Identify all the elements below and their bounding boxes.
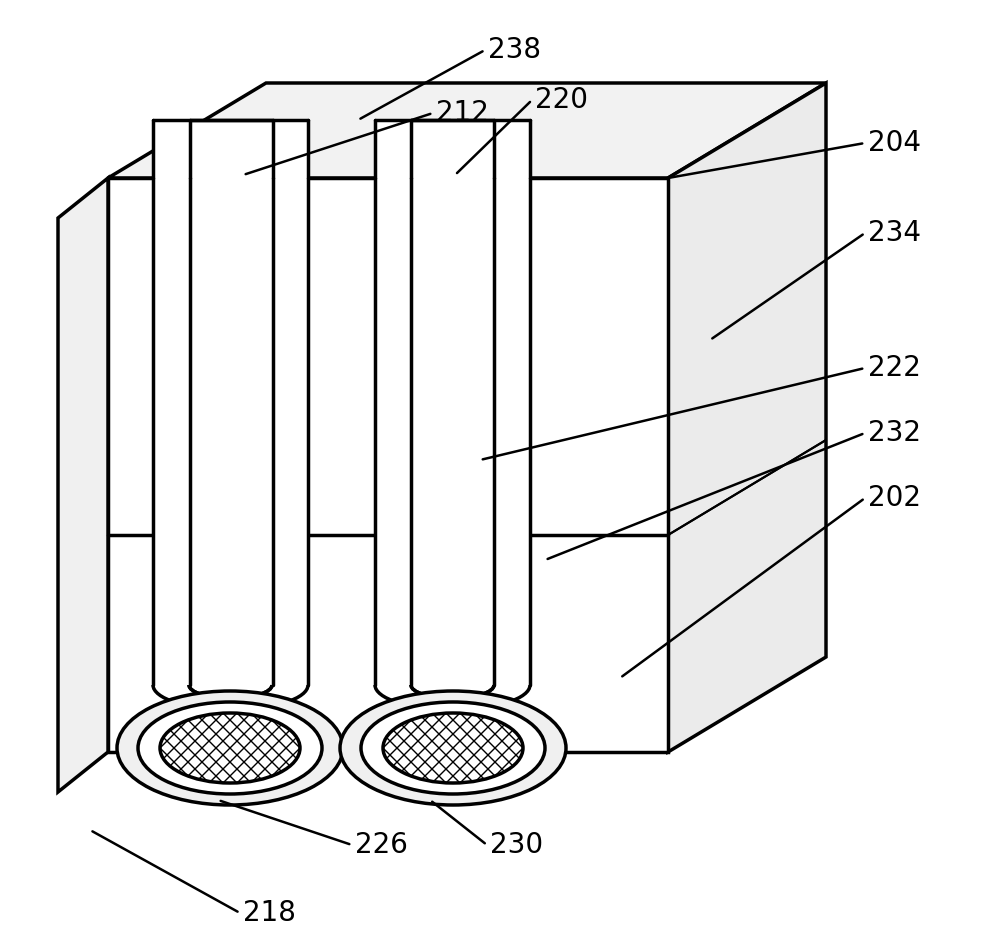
Ellipse shape [383, 713, 523, 783]
Text: 230: 230 [490, 831, 543, 859]
Polygon shape [153, 178, 308, 685]
Polygon shape [108, 178, 668, 752]
Polygon shape [375, 120, 530, 178]
Text: 222: 222 [868, 354, 921, 382]
Text: 234: 234 [868, 219, 921, 247]
Ellipse shape [340, 691, 566, 805]
Text: 226: 226 [355, 831, 408, 859]
Text: 238: 238 [488, 36, 541, 64]
Text: 220: 220 [535, 86, 588, 114]
Ellipse shape [138, 702, 322, 794]
Ellipse shape [117, 691, 343, 805]
Polygon shape [375, 178, 530, 685]
Text: 212: 212 [436, 99, 489, 127]
Ellipse shape [361, 702, 545, 794]
Text: 218: 218 [243, 899, 296, 927]
Ellipse shape [160, 713, 300, 783]
Text: 204: 204 [868, 129, 921, 157]
Polygon shape [58, 178, 108, 792]
Text: 232: 232 [868, 419, 921, 447]
Text: 202: 202 [868, 484, 921, 512]
Polygon shape [153, 120, 308, 178]
Polygon shape [668, 83, 826, 752]
Polygon shape [108, 83, 826, 178]
